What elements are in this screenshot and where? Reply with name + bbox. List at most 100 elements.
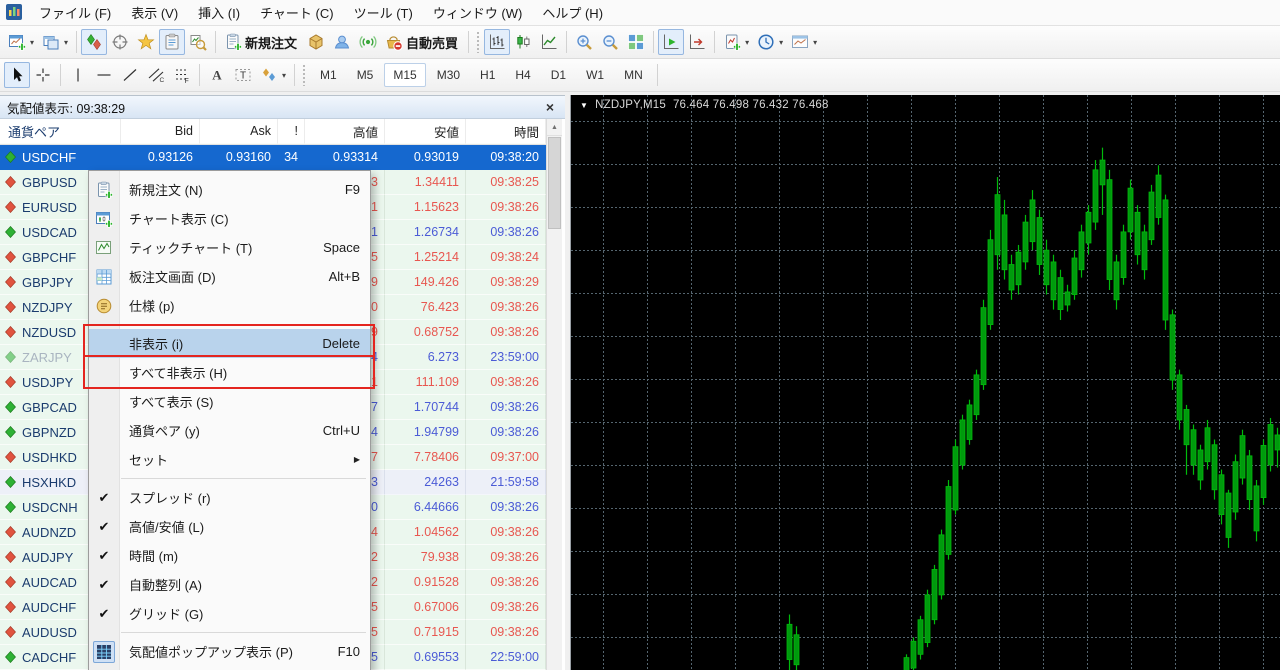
menu-item-10[interactable]: セット ▶	[89, 445, 370, 474]
timeframe-m1[interactable]: M1	[320, 68, 337, 82]
data-window-button[interactable]	[107, 29, 133, 55]
chart-candles-button[interactable]	[510, 29, 536, 55]
chevron-down-icon[interactable]: ▾	[745, 37, 750, 47]
menu-item-0[interactable]: 新規注文 (N) F9	[89, 175, 370, 204]
vline-icon	[69, 66, 87, 84]
timeframe-m30[interactable]: M30	[436, 68, 461, 82]
zoom-in-button[interactable]	[571, 29, 597, 55]
arrow-down-icon	[5, 251, 16, 263]
crosshair-button[interactable]	[30, 62, 56, 88]
menu-item-13[interactable]: ✔ 高値/安値 (L)	[89, 512, 370, 541]
profiles-button[interactable]: ▾	[38, 29, 72, 55]
menu-item-4[interactable]: ツール (T)	[353, 5, 413, 21]
vline-button[interactable]	[65, 62, 91, 88]
cursor-button[interactable]	[4, 62, 30, 88]
chevron-down-icon[interactable]: ▾	[779, 37, 784, 47]
timeframe-w1[interactable]: W1	[586, 68, 605, 82]
channel-button[interactable]: C	[143, 62, 169, 88]
toolbar-grip[interactable]	[476, 31, 482, 53]
toolbar-button-label: 新規注文	[245, 35, 298, 51]
menu-item-6[interactable]: ヘルプ (H)	[542, 5, 604, 21]
timeframe-h4[interactable]: H4	[515, 68, 531, 82]
menu-item-12[interactable]: ✔ スプレッド (r)	[89, 483, 370, 512]
chevron-down-icon[interactable]: ▼	[580, 100, 589, 110]
chart-panel[interactable]: ▼ NZDJPY,M15 76.464 76.498 76.432 76.468	[570, 95, 1280, 670]
timeframe-h1[interactable]: H1	[480, 68, 496, 82]
menu-item-0[interactable]: ファイル (F)	[39, 5, 112, 21]
column-header-low[interactable]: 安値	[385, 119, 466, 144]
close-icon[interactable]: ×	[545, 99, 555, 115]
scroll-up-icon[interactable]: ▲	[547, 119, 562, 136]
community-button[interactable]	[329, 29, 355, 55]
navigator-button[interactable]	[133, 29, 159, 55]
check-icon: ✔	[98, 518, 110, 534]
menu-item-2[interactable]: ティックチャート (T) Space	[89, 233, 370, 262]
column-header-high[interactable]: 高値	[305, 119, 385, 144]
timeframe-mn[interactable]: MN	[624, 68, 643, 82]
menu-item-1[interactable]: チャート表示 (C)	[89, 204, 370, 233]
menu-gutter	[89, 387, 119, 416]
auto-scroll-button[interactable]	[658, 29, 685, 55]
symbol-label: USDJPY	[22, 374, 74, 390]
menu-item-3[interactable]: 板注文画面 (D) Alt+B	[89, 262, 370, 291]
fibonacci-button[interactable]: F	[169, 62, 195, 88]
strategy-tester-button[interactable]	[185, 29, 211, 55]
hline-button[interactable]	[91, 62, 117, 88]
chevron-down-icon[interactable]: ▾	[282, 70, 287, 80]
menu-item-2[interactable]: 挿入 (I)	[198, 5, 241, 21]
chevron-down-icon[interactable]: ▾	[64, 37, 69, 47]
auto-trading-button[interactable]: 自動売買	[381, 29, 464, 55]
menu-item-9[interactable]: 通貨ペア (y) Ctrl+U	[89, 416, 370, 445]
menu-item-3[interactable]: チャート (C)	[260, 5, 334, 21]
timeframe-m15[interactable]: M15	[384, 63, 426, 87]
chevron-down-icon[interactable]: ▾	[813, 37, 818, 47]
menu-item-7[interactable]: すべて非表示 (H)	[89, 358, 370, 387]
menu-item-6[interactable]: 非表示 (i) Delete	[89, 329, 370, 358]
menu-item-15[interactable]: ✔ 自動整列 (A)	[89, 570, 370, 599]
timeframe-m5[interactable]: M5	[356, 68, 374, 82]
column-header-bid[interactable]: Bid	[121, 119, 200, 144]
metaeditor-button[interactable]	[303, 29, 329, 55]
table-row-usdchf[interactable]: USDCHF 0.93126 0.93160 34 0.93314 0.93019 09:3…	[0, 145, 546, 170]
timeframe-d1[interactable]: D1	[550, 68, 567, 82]
signals-button[interactable]	[355, 29, 381, 55]
market-watch-scrollbar[interactable]: ▲	[546, 119, 562, 670]
time-cell: 09:38:25	[466, 170, 546, 195]
text-button[interactable]: A	[204, 62, 230, 88]
chart-shift-button[interactable]	[684, 29, 710, 55]
menu-item-16[interactable]: ✔ グリッド (G)	[89, 599, 370, 628]
shapes-button[interactable]: ▾	[256, 62, 290, 88]
templates-button[interactable]: ▾	[787, 29, 821, 55]
indicators-button[interactable]: ▾	[719, 29, 753, 55]
chart-bars-button[interactable]	[484, 29, 511, 55]
column-header-time[interactable]: 時間	[466, 119, 546, 144]
column-header-ask[interactable]: Ask	[200, 119, 278, 144]
chevron-down-icon[interactable]: ▾	[30, 37, 35, 47]
menu-item-4[interactable]: 仕様 (p)	[89, 291, 370, 320]
terminal-button[interactable]	[159, 29, 186, 55]
menu-item-8[interactable]: すべて表示 (S)	[89, 387, 370, 416]
trendline-button[interactable]	[117, 62, 143, 88]
column-header-spr[interactable]: !	[278, 119, 305, 144]
market-watch-titlebar[interactable]: 気配値表示: 09:38:29 ×	[0, 96, 565, 119]
low-cell: 24263	[385, 470, 466, 495]
new-order-button[interactable]: 新規注文	[220, 29, 303, 55]
chart-line-button[interactable]	[536, 29, 562, 55]
menu-item-1[interactable]: 表示 (V)	[131, 5, 179, 21]
scrollbar-thumb[interactable]	[548, 137, 561, 229]
label-button[interactable]: T	[230, 62, 256, 88]
check-icon: ✔	[98, 605, 110, 621]
market-watch-button[interactable]	[81, 29, 108, 55]
menu-item-5[interactable]: ウィンドウ (W)	[432, 5, 523, 21]
zoom-out-button[interactable]	[597, 29, 623, 55]
menu-item-shortcut: Alt+B	[328, 269, 360, 284]
column-header-sym[interactable]: 通貨ペア	[0, 119, 121, 144]
menu-item-14[interactable]: ✔ 時間 (m)	[89, 541, 370, 570]
time-cell: 23:59:00	[466, 345, 546, 370]
new-chart-button[interactable]: ▾	[4, 29, 38, 55]
periods-button[interactable]: ▾	[753, 29, 787, 55]
tile-windows-button[interactable]	[623, 29, 649, 55]
menu-gutter	[89, 416, 119, 445]
toolbar-grip[interactable]	[302, 64, 308, 86]
menu-item-18[interactable]: 気配値ポップアップ表示 (P) F10	[89, 637, 370, 666]
